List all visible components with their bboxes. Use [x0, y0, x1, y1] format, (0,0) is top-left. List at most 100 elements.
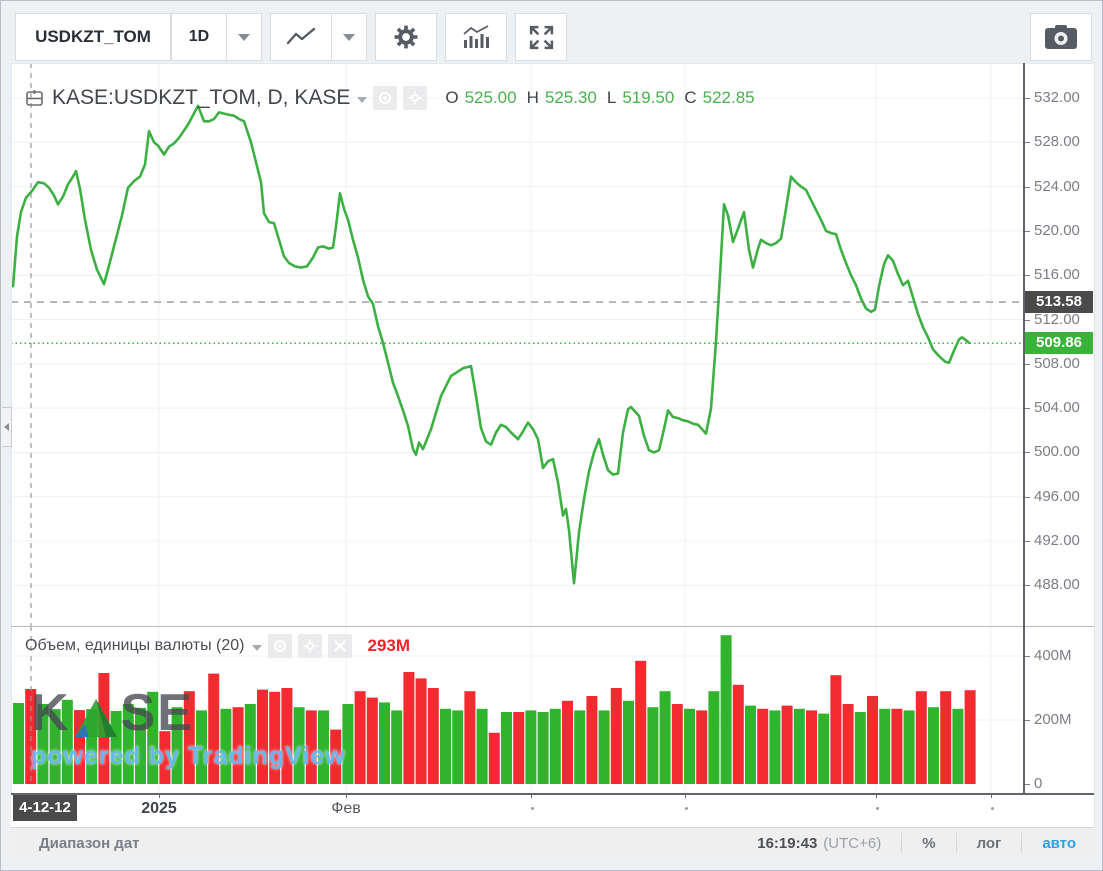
axis-tick-mark — [1025, 98, 1030, 99]
price-tick-label: 512.00 — [1034, 311, 1080, 328]
minor-date-dot — [531, 807, 534, 810]
minor-date-dot — [991, 807, 994, 810]
volume-bar — [427, 688, 439, 784]
collapse-panel-handle[interactable] — [2, 407, 12, 447]
volume-visibility-button[interactable] — [267, 634, 292, 658]
volume-bar — [464, 691, 476, 784]
volume-pane[interactable] — [11, 626, 1023, 793]
volume-bar — [86, 709, 98, 784]
main-price-pane[interactable] — [11, 63, 1023, 626]
high-label: H — [526, 88, 539, 107]
divider — [901, 833, 903, 853]
volume-bar — [403, 672, 415, 784]
volume-bar — [49, 709, 61, 784]
volume-bar — [842, 704, 854, 784]
clock-timezone[interactable]: (UTC+6) — [823, 834, 882, 852]
volume-study-title[interactable]: Объем, единицы валюты (20) — [25, 637, 245, 654]
series-settings-button[interactable] — [403, 86, 428, 110]
axis-tick-mark — [1025, 720, 1030, 721]
toggle-visibility-button[interactable] — [373, 86, 398, 110]
volume-bar — [159, 731, 171, 784]
price-tick-label: 496.00 — [1034, 488, 1080, 505]
close-icon — [333, 640, 346, 652]
line-chart-icon — [286, 27, 316, 45]
volume-bar — [440, 708, 451, 784]
ohlc-values: O 525.00 H 525.30 L 519.50 C 522.85 — [441, 88, 754, 108]
auto-scale-button[interactable]: авто — [1042, 834, 1076, 852]
chevron-down-icon — [238, 33, 250, 41]
chevron-down-icon[interactable] — [357, 97, 368, 103]
date-label: Фев — [331, 800, 361, 817]
volume-bar — [598, 710, 610, 784]
axis-tick-mark — [1025, 541, 1030, 542]
footer-right-group: 16:19:43 (UTC+6) % лог авто — [757, 833, 1076, 853]
fullscreen-button[interactable] — [515, 13, 567, 61]
axis-tick-mark — [1025, 497, 1030, 498]
open-label: O — [445, 88, 459, 107]
divider — [955, 833, 957, 853]
price-tick-label: 524.00 — [1034, 178, 1080, 195]
volume-bar — [196, 710, 207, 784]
volume-bar — [549, 708, 561, 784]
price-axis[interactable]: 513.58 509.86 532.00 528.00 524.00 520.00 51… — [1025, 63, 1094, 793]
series-title[interactable]: KASE:USDKZT_TOM, D, KASE — [52, 86, 351, 109]
price-line-series — [11, 104, 971, 585]
date-range-button[interactable]: Диапазон дат — [39, 834, 140, 852]
pane-divider[interactable] — [11, 626, 1094, 627]
volume-bar — [940, 691, 952, 784]
bottom-toolbar: Диапазон дат 16:19:43 (UTC+6) % лог авто — [11, 827, 1094, 858]
close-label: C — [684, 88, 697, 107]
axis-tick-mark — [1025, 364, 1030, 365]
clock-time[interactable]: 16:19:43 — [757, 834, 818, 852]
time-axis[interactable]: 4-12-12 2025 Фев — [11, 793, 1094, 827]
volume-bar — [964, 690, 976, 784]
time-axis-border — [11, 793, 1094, 795]
volume-bar — [269, 691, 281, 784]
volume-bar — [586, 696, 598, 784]
volume-bar — [720, 635, 732, 784]
price-tick-label: 488.00 — [1034, 576, 1080, 593]
time-tick-mark — [876, 793, 877, 798]
volume-bar — [891, 708, 903, 784]
gear-icon — [303, 639, 316, 653]
volume-bar — [757, 708, 769, 784]
indicators-button[interactable] — [445, 13, 507, 61]
chevron-down-icon[interactable] — [251, 645, 262, 651]
volume-settings-button[interactable] — [297, 634, 322, 658]
volume-bar — [98, 673, 110, 784]
symbol-button[interactable]: USDKZT_TOM — [15, 13, 171, 61]
log-scale-button[interactable]: лог — [976, 834, 1002, 852]
volume-bar — [305, 710, 317, 784]
interval-button[interactable]: 1D — [171, 13, 227, 61]
volume-bar — [574, 710, 586, 784]
volume-bar — [342, 704, 354, 784]
divider — [1021, 833, 1023, 853]
chart-type-dropdown-button[interactable] — [331, 13, 367, 61]
volume-bar — [244, 704, 256, 784]
axis-tick-mark — [1025, 408, 1030, 409]
chevron-left-icon — [4, 423, 9, 431]
low-label: L — [606, 88, 617, 107]
indicators-icon — [463, 25, 489, 48]
settings-button[interactable] — [375, 13, 437, 61]
volume-bar — [659, 691, 671, 784]
volume-bar — [793, 708, 805, 784]
percent-scale-button[interactable]: % — [922, 834, 936, 852]
chart-type-button[interactable] — [270, 13, 332, 61]
volume-bar — [488, 732, 500, 784]
chart-area — [11, 63, 1094, 793]
interval-dropdown-button[interactable] — [226, 13, 262, 61]
snapshot-button[interactable] — [1030, 13, 1092, 61]
camera-icon — [1045, 25, 1077, 49]
volume-bar — [74, 710, 85, 784]
volume-bar — [110, 711, 122, 784]
volume-bar — [220, 708, 232, 784]
plot-top-border — [11, 63, 1094, 64]
axis-tick-mark — [1025, 585, 1030, 586]
price-tick-label: 528.00 — [1034, 133, 1080, 150]
volume-remove-button[interactable] — [327, 634, 352, 658]
volume-bar — [696, 710, 708, 784]
price-tick-label: 516.00 — [1034, 266, 1080, 283]
volume-bar — [37, 704, 49, 784]
high-value: 525.30 — [544, 88, 597, 107]
